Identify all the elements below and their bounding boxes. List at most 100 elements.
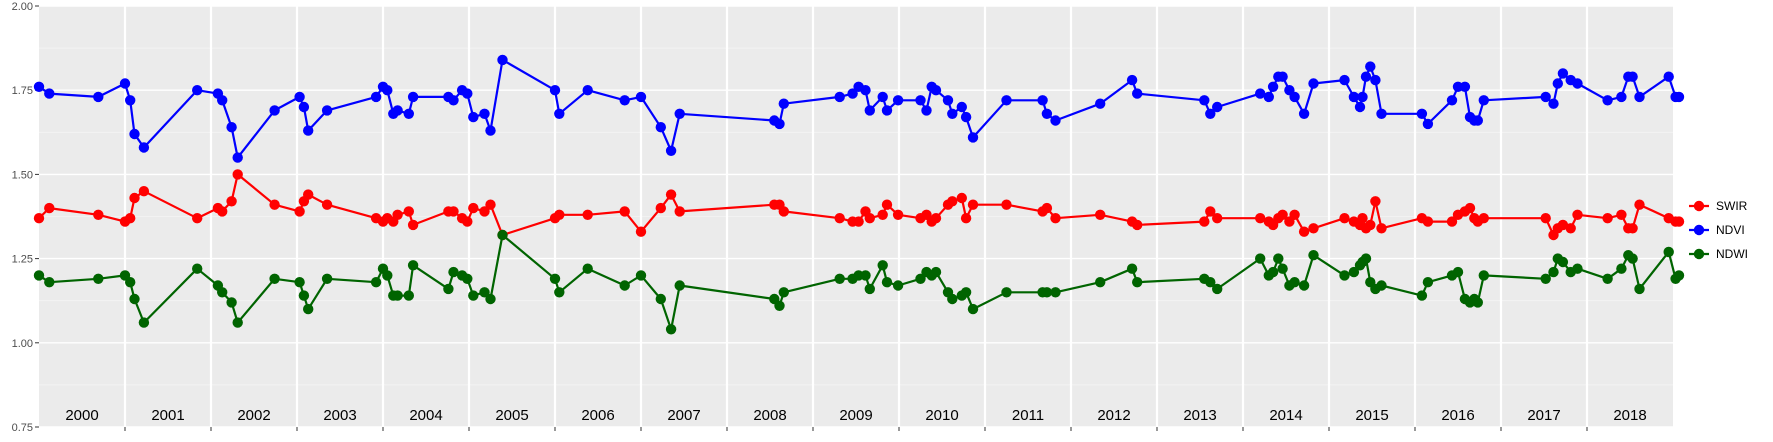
- data-point-ndwi: [892, 280, 904, 291]
- data-point-ndwi: [1416, 290, 1428, 301]
- year-label: 2008: [753, 407, 786, 424]
- data-point-swir: [448, 206, 459, 217]
- data-point-ndvi: [554, 108, 565, 120]
- data-point-ndwi: [407, 260, 419, 271]
- data-point-swir: [1478, 213, 1490, 224]
- data-point-ndvi: [1308, 78, 1319, 89]
- data-point-ndwi: [1548, 266, 1559, 278]
- data-point-ndwi: [960, 287, 972, 298]
- data-point-ndvi: [44, 88, 55, 99]
- data-point-swir: [217, 206, 228, 217]
- data-point-ndvi: [877, 91, 888, 103]
- data-point-ndwi: [915, 273, 926, 284]
- data-point-ndwi: [947, 293, 958, 305]
- data-point-ndwi: [232, 317, 243, 328]
- year-label: 2006: [581, 407, 614, 424]
- data-point-swir: [1446, 216, 1458, 227]
- data-point-ndvi: [665, 145, 677, 156]
- data-point-ndvi: [138, 142, 150, 153]
- data-point-ndwi: [1634, 283, 1645, 295]
- data-point-ndvi: [93, 91, 104, 103]
- year-label: 2003: [323, 407, 356, 424]
- legend-label-ndwi: NDWI: [1716, 247, 1748, 261]
- data-point-swir: [462, 216, 473, 227]
- data-point-swir: [1199, 216, 1210, 227]
- data-point-swir: [1001, 199, 1012, 210]
- data-point-ndvi: [1041, 108, 1053, 120]
- data-point-ndvi: [462, 88, 473, 99]
- data-point-ndwi: [881, 277, 893, 288]
- data-point-ndwi: [655, 293, 666, 305]
- data-point-swir: [125, 213, 136, 224]
- data-point-swir: [1540, 213, 1551, 224]
- data-point-swir: [1255, 213, 1266, 224]
- year-label: 2001: [151, 407, 184, 424]
- data-point-ndvi: [1602, 95, 1613, 106]
- data-point-ndwi: [1339, 270, 1350, 281]
- data-point-ndvi: [1673, 91, 1685, 103]
- data-point-ndvi: [619, 95, 630, 106]
- data-point-ndwi: [1050, 287, 1061, 298]
- data-point-ndvi: [860, 85, 871, 96]
- data-point-ndvi: [1255, 88, 1266, 99]
- data-point-swir: [1673, 216, 1685, 227]
- data-point-ndwi: [635, 270, 647, 281]
- data-point-ndwi: [192, 263, 203, 274]
- data-point-ndvi: [1205, 108, 1216, 120]
- data-point-ndvi: [967, 132, 979, 143]
- data-point-ndwi: [1273, 253, 1284, 264]
- data-point-ndwi: [443, 283, 454, 295]
- data-point-ndwi: [1212, 283, 1223, 295]
- data-point-ndwi: [619, 280, 630, 291]
- y-tick-label: 1.25: [12, 254, 33, 266]
- data-point-ndwi: [1132, 277, 1143, 288]
- data-point-ndvi: [370, 91, 382, 103]
- data-point-ndvi: [119, 78, 131, 89]
- legend: SWIR NDVI NDWI: [1689, 196, 1748, 264]
- data-point-ndvi: [956, 101, 967, 113]
- data-point-ndvi: [1277, 71, 1288, 82]
- data-point-swir: [1041, 202, 1053, 214]
- data-point-ndwi: [778, 287, 789, 298]
- data-point-ndwi: [497, 229, 508, 241]
- data-point-swir: [1095, 209, 1106, 220]
- data-point-swir: [468, 202, 479, 214]
- data-point-ndvi: [1634, 91, 1645, 103]
- year-label: 2015: [1355, 407, 1388, 424]
- data-point-swir: [269, 199, 280, 210]
- data-point-ndvi: [1478, 95, 1490, 106]
- data-point-swir: [1132, 219, 1143, 231]
- data-point-ndwi: [129, 293, 140, 305]
- data-point-ndvi: [382, 85, 393, 96]
- data-point-ndvi: [864, 105, 875, 116]
- data-point-ndwi: [321, 273, 333, 284]
- data-point-swir: [33, 213, 45, 224]
- data-point-ndvi: [635, 91, 647, 103]
- data-point-ndwi: [1095, 277, 1106, 288]
- data-point-ndvi: [1540, 91, 1551, 103]
- data-point-ndvi: [1348, 91, 1360, 103]
- data-point-ndvi: [1132, 88, 1143, 99]
- data-point-ndvi: [1446, 95, 1458, 106]
- data-point-ndvi: [960, 111, 972, 123]
- data-point-swir: [1602, 213, 1613, 224]
- data-point-ndwi: [930, 266, 942, 278]
- year-label: 2005: [495, 407, 528, 424]
- data-point-ndvi: [321, 105, 333, 116]
- data-point-ndvi: [549, 85, 561, 96]
- data-point-ndvi: [125, 95, 136, 106]
- data-point-ndvi: [1572, 78, 1583, 89]
- data-point-ndwi: [1452, 266, 1464, 278]
- series-layer: [33, 54, 1685, 335]
- data-point-swir: [877, 209, 888, 220]
- data-point-swir: [479, 206, 490, 217]
- y-axis: 0.75 1.00 1.25 1.50 1.75 2.00: [12, 1, 39, 434]
- data-point-ndwi: [554, 287, 565, 298]
- data-point-ndvi: [778, 98, 789, 109]
- year-label: 2002: [237, 407, 270, 424]
- data-point-ndwi: [392, 290, 403, 301]
- data-point-ndvi: [1416, 108, 1428, 120]
- data-point-ndvi: [892, 95, 904, 106]
- legend-label-ndvi: NDVI: [1716, 223, 1745, 237]
- data-point-swir: [665, 189, 677, 200]
